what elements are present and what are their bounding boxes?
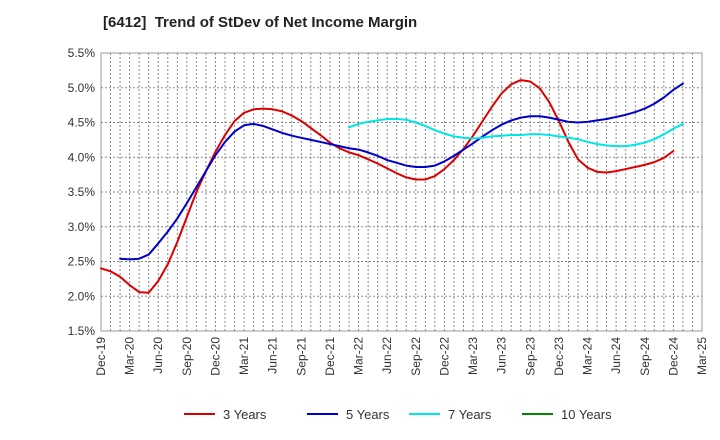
x-tick-label: Mar-22: [352, 337, 366, 375]
x-tick-label: Mar-21: [237, 337, 251, 375]
y-tick-label: 4.0%: [68, 150, 96, 164]
legend-label: 7 Years: [448, 407, 492, 422]
y-tick-label: 4.5%: [68, 116, 96, 130]
x-tick-label: Dec-22: [437, 337, 451, 376]
chart-title: [6412] Trend of StDev of Net Income Marg…: [103, 14, 418, 31]
series-lines: [100, 79, 684, 294]
axes: 1.5% 2.0% 2.5% 3.0% 3.5% 4.0% 4.5% 5.0% 5.5% Dec-…: [68, 46, 709, 376]
x-tick-label: Sep-20: [180, 337, 194, 376]
x-tick-label: Sep-23: [523, 337, 537, 376]
y-tick-label: 1.5%: [68, 324, 96, 338]
legend: 3 Years 5 Years 7 Years 10 Years: [184, 407, 612, 422]
series-line-1: [100, 79, 675, 294]
x-tick-label: Jun-20: [151, 337, 165, 374]
x-tick-label: Jun-24: [609, 337, 623, 374]
x-tick-label: Mar-24: [581, 337, 595, 375]
y-tick-label: 3.0%: [68, 220, 96, 234]
x-tick-label: Jun-21: [266, 337, 280, 374]
x-tick-label: Sep-21: [294, 337, 308, 376]
x-tick-label: Mar-20: [123, 337, 137, 375]
y-tick-label: 5.5%: [68, 46, 96, 60]
x-tick-label: Dec-19: [94, 337, 108, 376]
x-tick-label: Jun-22: [380, 337, 394, 374]
legend-label: 10 Years: [561, 407, 612, 422]
x-tick-label: Dec-24: [666, 337, 680, 376]
y-tick-label: 2.0%: [68, 289, 96, 303]
x-tick-label: Dec-21: [323, 337, 337, 376]
x-tick-label: Dec-23: [552, 337, 566, 376]
x-tick-label: Jun-23: [495, 337, 509, 374]
series-line-2: [119, 82, 684, 261]
x-tick-label: Sep-22: [409, 337, 423, 376]
y-tick-label: 3.5%: [68, 185, 96, 199]
grid-lines: [101, 53, 702, 331]
x-tick-label: Sep-24: [638, 337, 652, 376]
y-tick-label: 5.0%: [68, 81, 96, 95]
x-tick-label: Mar-25: [695, 337, 709, 375]
legend-label: 3 Years: [223, 407, 267, 422]
x-tick-label: Mar-23: [466, 337, 480, 375]
series-line-3: [348, 118, 684, 148]
x-tick-label: Dec-20: [208, 337, 222, 376]
y-tick-label: 2.5%: [68, 255, 96, 269]
legend-label: 5 Years: [346, 407, 390, 422]
